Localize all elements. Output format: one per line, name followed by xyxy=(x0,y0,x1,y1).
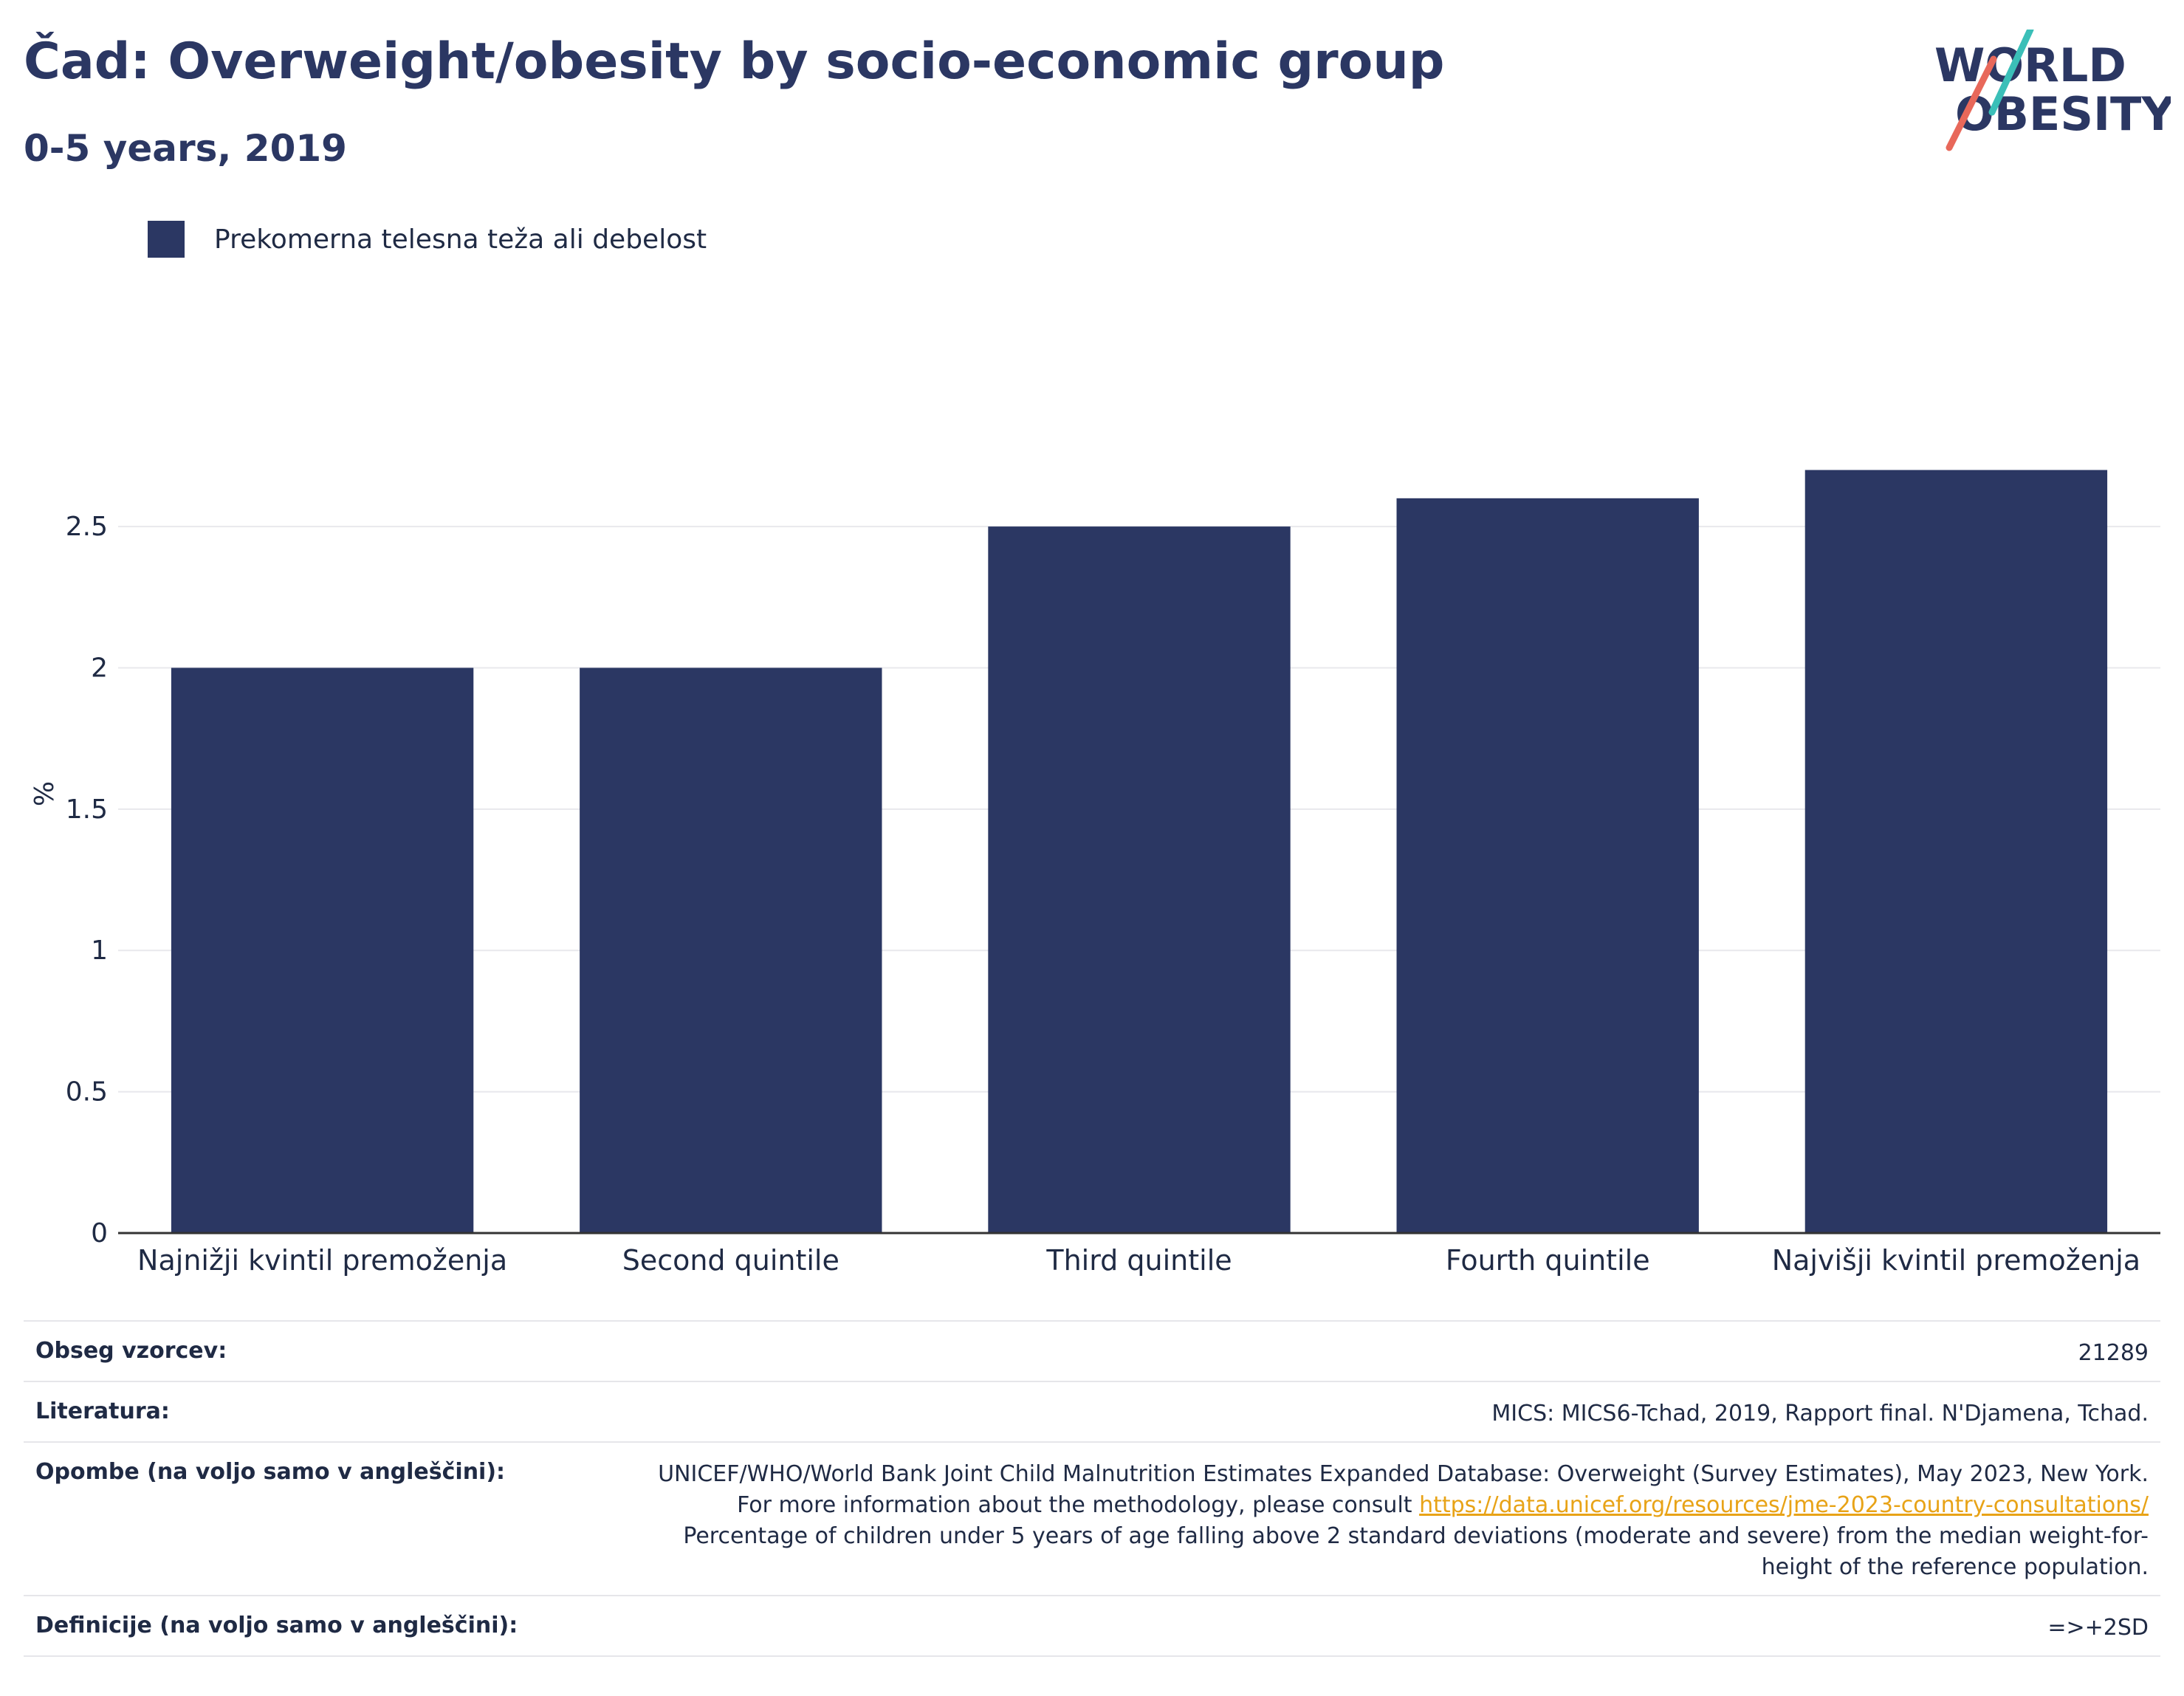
y-tick-label: 1.5 xyxy=(66,794,108,825)
y-tick-label: 0.5 xyxy=(66,1077,108,1108)
definition-label: Definicije (na voljo samo v angleščini): xyxy=(35,1613,518,1638)
x-category-label: Second quintile xyxy=(622,1244,839,1277)
y-tick-label: 2 xyxy=(91,653,108,683)
bar-chart: 0 0.5 1 1.5 2 2.5 Najnižji kvintil premoženja… xyxy=(30,470,2160,1277)
chart-legend[interactable]: Prekomerna telesna teža ali debelost xyxy=(148,220,707,258)
notes-text-2: Percentage of children under 5 years of … xyxy=(683,1523,2149,1580)
x-category-label: Najnižji kvintil premoženja xyxy=(137,1244,507,1277)
info-row-definition: Definicije (na voljo samo v angleščini):… xyxy=(24,1595,2160,1657)
definition-value: =>+2SD xyxy=(2047,1615,2149,1641)
y-tick-label: 1 xyxy=(91,935,108,966)
y-tick-label: 2.5 xyxy=(66,512,108,542)
chart-subtitle: 0-5 years, 2019 xyxy=(24,127,347,170)
logo-line1: WORLD xyxy=(1934,38,2126,92)
legend-swatch xyxy=(148,221,185,258)
bar[interactable] xyxy=(580,667,882,1233)
source-value: MICS: MICS6-Tchad, 2019, Rapport final. … xyxy=(1491,1401,2149,1427)
bars xyxy=(171,470,2108,1233)
info-table: Obseg vzorcev: 21289 Literatura: MICS: M… xyxy=(24,1320,2160,1657)
x-category-label: Fourth quintile xyxy=(1446,1244,1650,1277)
bar[interactable] xyxy=(171,667,474,1233)
chart-title: Čad: Overweight/obesity by socio-economi… xyxy=(24,32,1445,91)
notes-value: UNICEF/WHO/World Bank Joint Child Malnut… xyxy=(635,1459,2149,1583)
bar[interactable] xyxy=(988,526,1291,1233)
notes-label: Opombe (na voljo samo v angleščini): xyxy=(35,1459,506,1485)
x-category-label: Third quintile xyxy=(1045,1244,1232,1277)
y-tick-label: 0 xyxy=(91,1218,108,1249)
y-tick-labels: 0 0.5 1 1.5 2 2.5 xyxy=(66,512,108,1249)
world-obesity-logo: WORLD OBESITY xyxy=(1934,30,2171,151)
logo-slash-top xyxy=(1988,30,2034,116)
legend-label: Prekomerna telesna teža ali debelost xyxy=(214,224,707,255)
y-axis-label: % xyxy=(30,781,60,806)
sample-size-label: Obseg vzorcev: xyxy=(35,1338,227,1364)
notes-link[interactable]: https://data.unicef.org/resources/jme-20… xyxy=(1419,1492,2149,1518)
source-label: Literatura: xyxy=(35,1398,170,1424)
x-category-label: Najvišji kvintil premoženja xyxy=(1772,1244,2140,1277)
info-row-notes: Opombe (na voljo samo v angleščini): UNI… xyxy=(24,1441,2160,1595)
bar[interactable] xyxy=(1396,498,1699,1233)
info-row-source: Literatura: MICS: MICS6-Tchad, 2019, Rap… xyxy=(24,1381,2160,1441)
info-row-sample: Obseg vzorcev: 21289 xyxy=(24,1320,2160,1381)
notes-text-1: UNICEF/WHO/World Bank Joint Child Malnut… xyxy=(658,1461,2149,1518)
logo-slash-bottom xyxy=(1946,55,1997,151)
x-category-labels: Najnižji kvintil premoženja Second quinti… xyxy=(137,1244,2140,1277)
sample-size-value: 21289 xyxy=(2078,1340,2149,1366)
bar[interactable] xyxy=(1804,470,2108,1233)
